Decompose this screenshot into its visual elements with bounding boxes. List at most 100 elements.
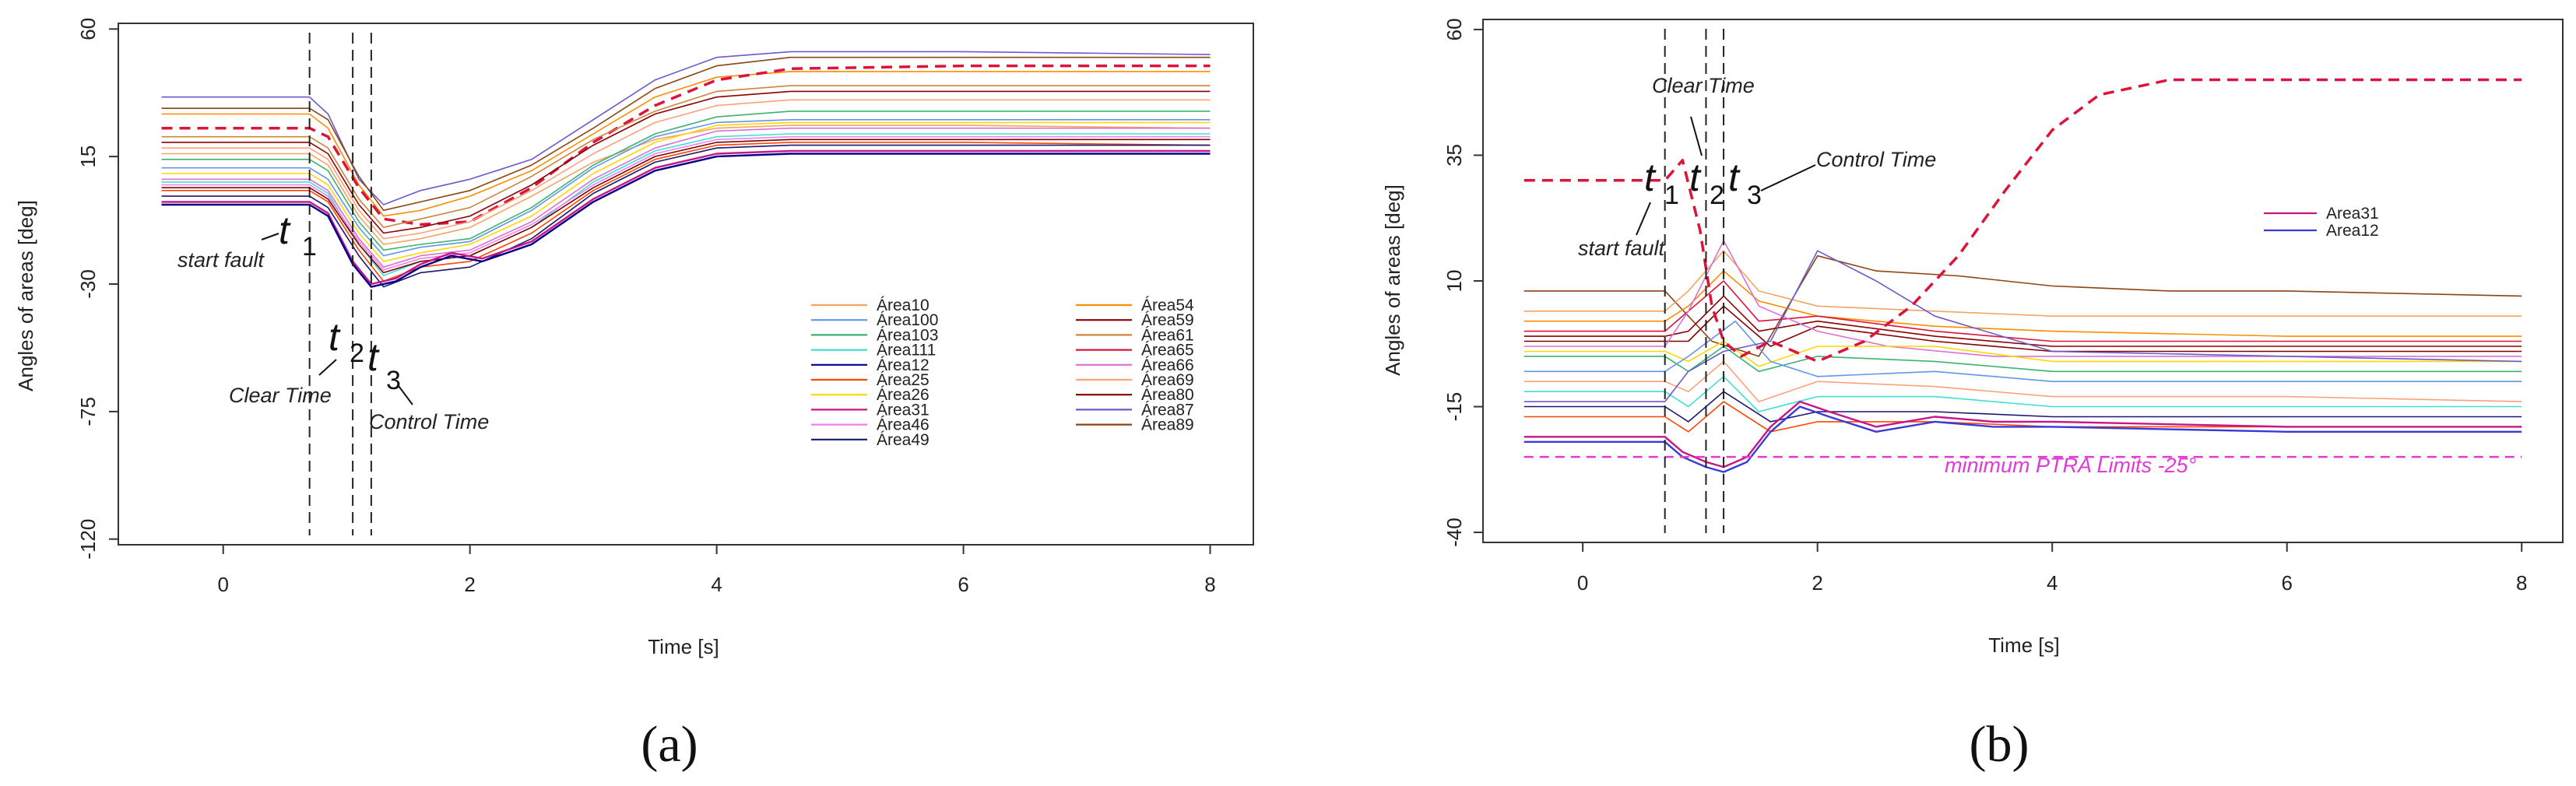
panel-a-t2-symbol: t [329, 315, 341, 359]
panel-a-series-3 [161, 71, 1211, 217]
panel-b-t2-symbol: t [1689, 156, 1702, 199]
panel-a-series-12 [161, 127, 1211, 268]
panel-b-control-time-label: Control Time [1816, 148, 1936, 171]
panel-a-series-19 [161, 153, 1211, 288]
panel-a-legend-label-18: Área87 [1141, 401, 1194, 419]
panel-a-legend-label-13: Área61 [1141, 326, 1194, 344]
panel-b-label: (b) [1970, 716, 2030, 773]
panel-a-x-tick-label-3: 4 [711, 573, 722, 596]
panel-a-t1-symbol: t [279, 209, 291, 252]
panel-a-y-tick-label-3: -30 [76, 269, 100, 299]
panel-b-legend-label-1: Area31 [2326, 205, 2379, 223]
panel-b-x-tick-label-1: 0 [1577, 571, 1588, 595]
panel-b-series-14 [1523, 401, 2522, 433]
panel-a-series-18 [161, 149, 1211, 286]
panel-a-t3-arrow [398, 385, 413, 405]
panel-a-series-9 [161, 111, 1211, 251]
panel-a-control-time-label: Control Time [369, 410, 489, 433]
panel-a-legend-label-2: Área100 [877, 311, 938, 329]
panel-a-y-axis-label: Angles of areas [deg] [14, 200, 37, 391]
panel-a-t2-subscript: 2 [350, 339, 364, 368]
panel-a-series-16 [161, 142, 1211, 282]
panel-a-label: (a) [641, 716, 698, 773]
panel-a-legend-label-10: Área49 [877, 431, 930, 449]
panel-a-legend-label-4: Área111 [877, 342, 936, 360]
panel-b-y-tick-label-4: -15 [1443, 392, 1466, 422]
panel-b-series-17 [1523, 405, 2522, 473]
panel-a-legend-label-7: Área26 [877, 386, 930, 404]
panel-a-legend-label-5: Área12 [877, 356, 930, 374]
panel-b-x-tick-label-4: 6 [2281, 571, 2292, 595]
panel-a-legend-label-15: Área66 [1141, 356, 1194, 374]
panel-a-legend-label-17: Área80 [1141, 386, 1194, 404]
panel-b-series-16 [1523, 400, 2522, 468]
panel-b-series-6 [1523, 305, 2522, 353]
panel-b-y-axis-label: Angles of areas [deg] [1381, 184, 1404, 376]
panel-b-x-tick-label-5: 8 [2516, 571, 2527, 595]
panel-a-y-tick-label-4: -75 [76, 397, 100, 426]
panel-a-x-axis-label: Time [s] [648, 635, 719, 658]
panel-a-series-14 [161, 135, 1211, 271]
panel-a-series-2 [161, 56, 1211, 212]
panel-b-series-8 [1523, 340, 2522, 367]
panel-a-legend-label-14: Área65 [1141, 342, 1194, 360]
panel-b-t2-arrow [1690, 116, 1703, 156]
panel-a-series-6 [161, 90, 1211, 234]
panel-a-legend-label-9: Área46 [877, 416, 930, 434]
panel-b-start-fault-label: start fault [1578, 237, 1666, 260]
panel-b-t2-subscript: 2 [1710, 181, 1724, 210]
panel-a-legend-label-1: Área10 [877, 297, 930, 314]
panel-b-clear-time-label: Clear Time [1652, 74, 1755, 97]
panel-a-y-tick-label-1: 60 [76, 18, 100, 40]
panel-b-series-7 [1523, 240, 2522, 357]
panel-a-clear-time-label: Clear Time [229, 384, 332, 407]
panel-a-series-1 [161, 51, 1211, 205]
panel-a-x-tick-label-1: 0 [217, 573, 228, 596]
panel-a-legend-label-11: Área54 [1141, 297, 1194, 314]
panel-b-y-tick-label-5: -40 [1443, 518, 1466, 547]
panel-a-series-8 [161, 125, 1211, 245]
panel-a-x-tick-label-2: 2 [464, 573, 475, 596]
panel-a-x-tick-label-4: 6 [958, 573, 968, 596]
panel-b-t1-arrow [1636, 202, 1651, 236]
panel-b-t3-symbol: t [1728, 156, 1741, 199]
panel-a-t1-subscript: 1 [302, 232, 317, 261]
panel-a-y-tick-label-5: -120 [76, 519, 100, 560]
panel-a-t3-subscript: 3 [386, 366, 401, 395]
panel-a-legend-label-3: Área103 [877, 326, 938, 344]
panel-a-t2-arrow [318, 359, 337, 376]
panel-a-series-4 [161, 64, 1211, 226]
panel-b-t3-subscript: 3 [1747, 181, 1762, 210]
panel-a-series-5 [161, 85, 1211, 228]
panel-a-chart: 0 2 4 6 8 60 15 -30 -75 -120 Área10Área100Área103… [14, 18, 1254, 773]
panel-a-legend-label-12: Área59 [1141, 311, 1194, 329]
panel-b-series-5 [1523, 295, 2522, 347]
panel-a-legend-label-6: Área25 [877, 371, 930, 389]
panel-a-x-tick-label-5: 8 [1204, 573, 1215, 596]
panel-b-t1-subscript: 1 [1664, 181, 1679, 210]
panel-b-x-axis-label: Time [s] [1988, 633, 2059, 657]
panel-a-series-15 [161, 139, 1211, 274]
panel-b-legend-label-2: Area12 [2326, 222, 2379, 240]
panel-b-t1-symbol: t [1644, 156, 1657, 199]
panel-b-series-13 [1523, 391, 2522, 423]
panel-b-ptra-limit-label: minimum PTRA Limits -25° [1945, 454, 2197, 477]
panel-a-series-10 [161, 119, 1211, 257]
panel-a-series-11 [161, 121, 1211, 262]
panel-b-series-1 [1523, 254, 2522, 357]
panel-b-y-tick-label-1: 60 [1443, 18, 1466, 40]
panel-a-series-7 [161, 99, 1211, 240]
panel-b-series-9 [1523, 346, 2522, 373]
panel-a-y-tick-label-2: 15 [76, 146, 100, 168]
panel-a-legend-label-19: Área89 [1141, 416, 1194, 434]
panel-b-series-18 [1523, 78, 2522, 363]
panel-b-t3-arrow [1760, 164, 1816, 191]
panel-b-y-tick-label-3: 10 [1443, 270, 1466, 293]
panel-a-series-17 [161, 144, 1211, 288]
panel-a-start-fault-label: start fault [177, 248, 265, 272]
panel-b-series-2 [1523, 250, 2522, 317]
panel-a-legend-label-8: Área31 [877, 401, 930, 419]
panel-b-series-10 [1523, 320, 2522, 382]
